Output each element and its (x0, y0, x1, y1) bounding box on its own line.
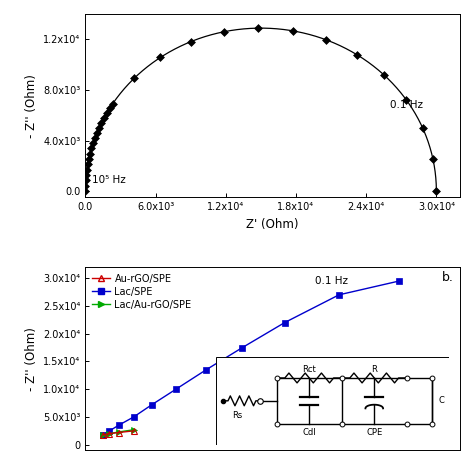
Point (429, 155, 437, 163)
Point (106, 105, 113, 112)
Point (91, 134, 99, 142)
Point (95, 124, 103, 132)
Text: 0.1 Hz: 0.1 Hz (315, 276, 348, 286)
Point (86, 150, 94, 157)
Point (130, 74, 138, 82)
Point (353, 51, 361, 59)
Point (289, 27, 297, 35)
Point (419, 124, 427, 132)
Point (82, 171, 90, 179)
Point (88, 145, 95, 152)
Point (402, 96, 410, 104)
Point (187, 38, 194, 46)
Point (93, 129, 101, 137)
Point (83, 166, 91, 173)
Point (84, 160, 91, 168)
Point (82, 182, 89, 190)
Point (433, 187, 440, 195)
Legend: Au-rGO/SPE, Lac/SPE, Lac/Au-rGO/SPE: Au-rGO/SPE, Lac/SPE, Lac/Au-rGO/SPE (90, 272, 193, 312)
X-axis label: Z' (Ohm): Z' (Ohm) (246, 218, 299, 231)
Point (82, 187, 89, 195)
Point (255, 24, 262, 32)
Point (380, 71, 388, 79)
Point (100, 114, 108, 122)
Point (109, 100, 117, 108)
Point (156, 54, 164, 61)
Point (85, 155, 92, 163)
Point (103, 109, 110, 117)
Point (220, 28, 228, 36)
Point (98, 119, 105, 127)
Text: 10⁵ Hz: 10⁵ Hz (92, 175, 126, 185)
Point (82, 176, 90, 184)
Text: b.: b. (442, 271, 454, 284)
Text: 0.1 Hz: 0.1 Hz (390, 100, 422, 110)
Y-axis label: - Z'' (Ohm): - Z'' (Ohm) (25, 74, 37, 138)
Point (89, 139, 97, 147)
Y-axis label: - Z'' (Ohm): - Z'' (Ohm) (25, 327, 37, 391)
Point (322, 36, 330, 44)
